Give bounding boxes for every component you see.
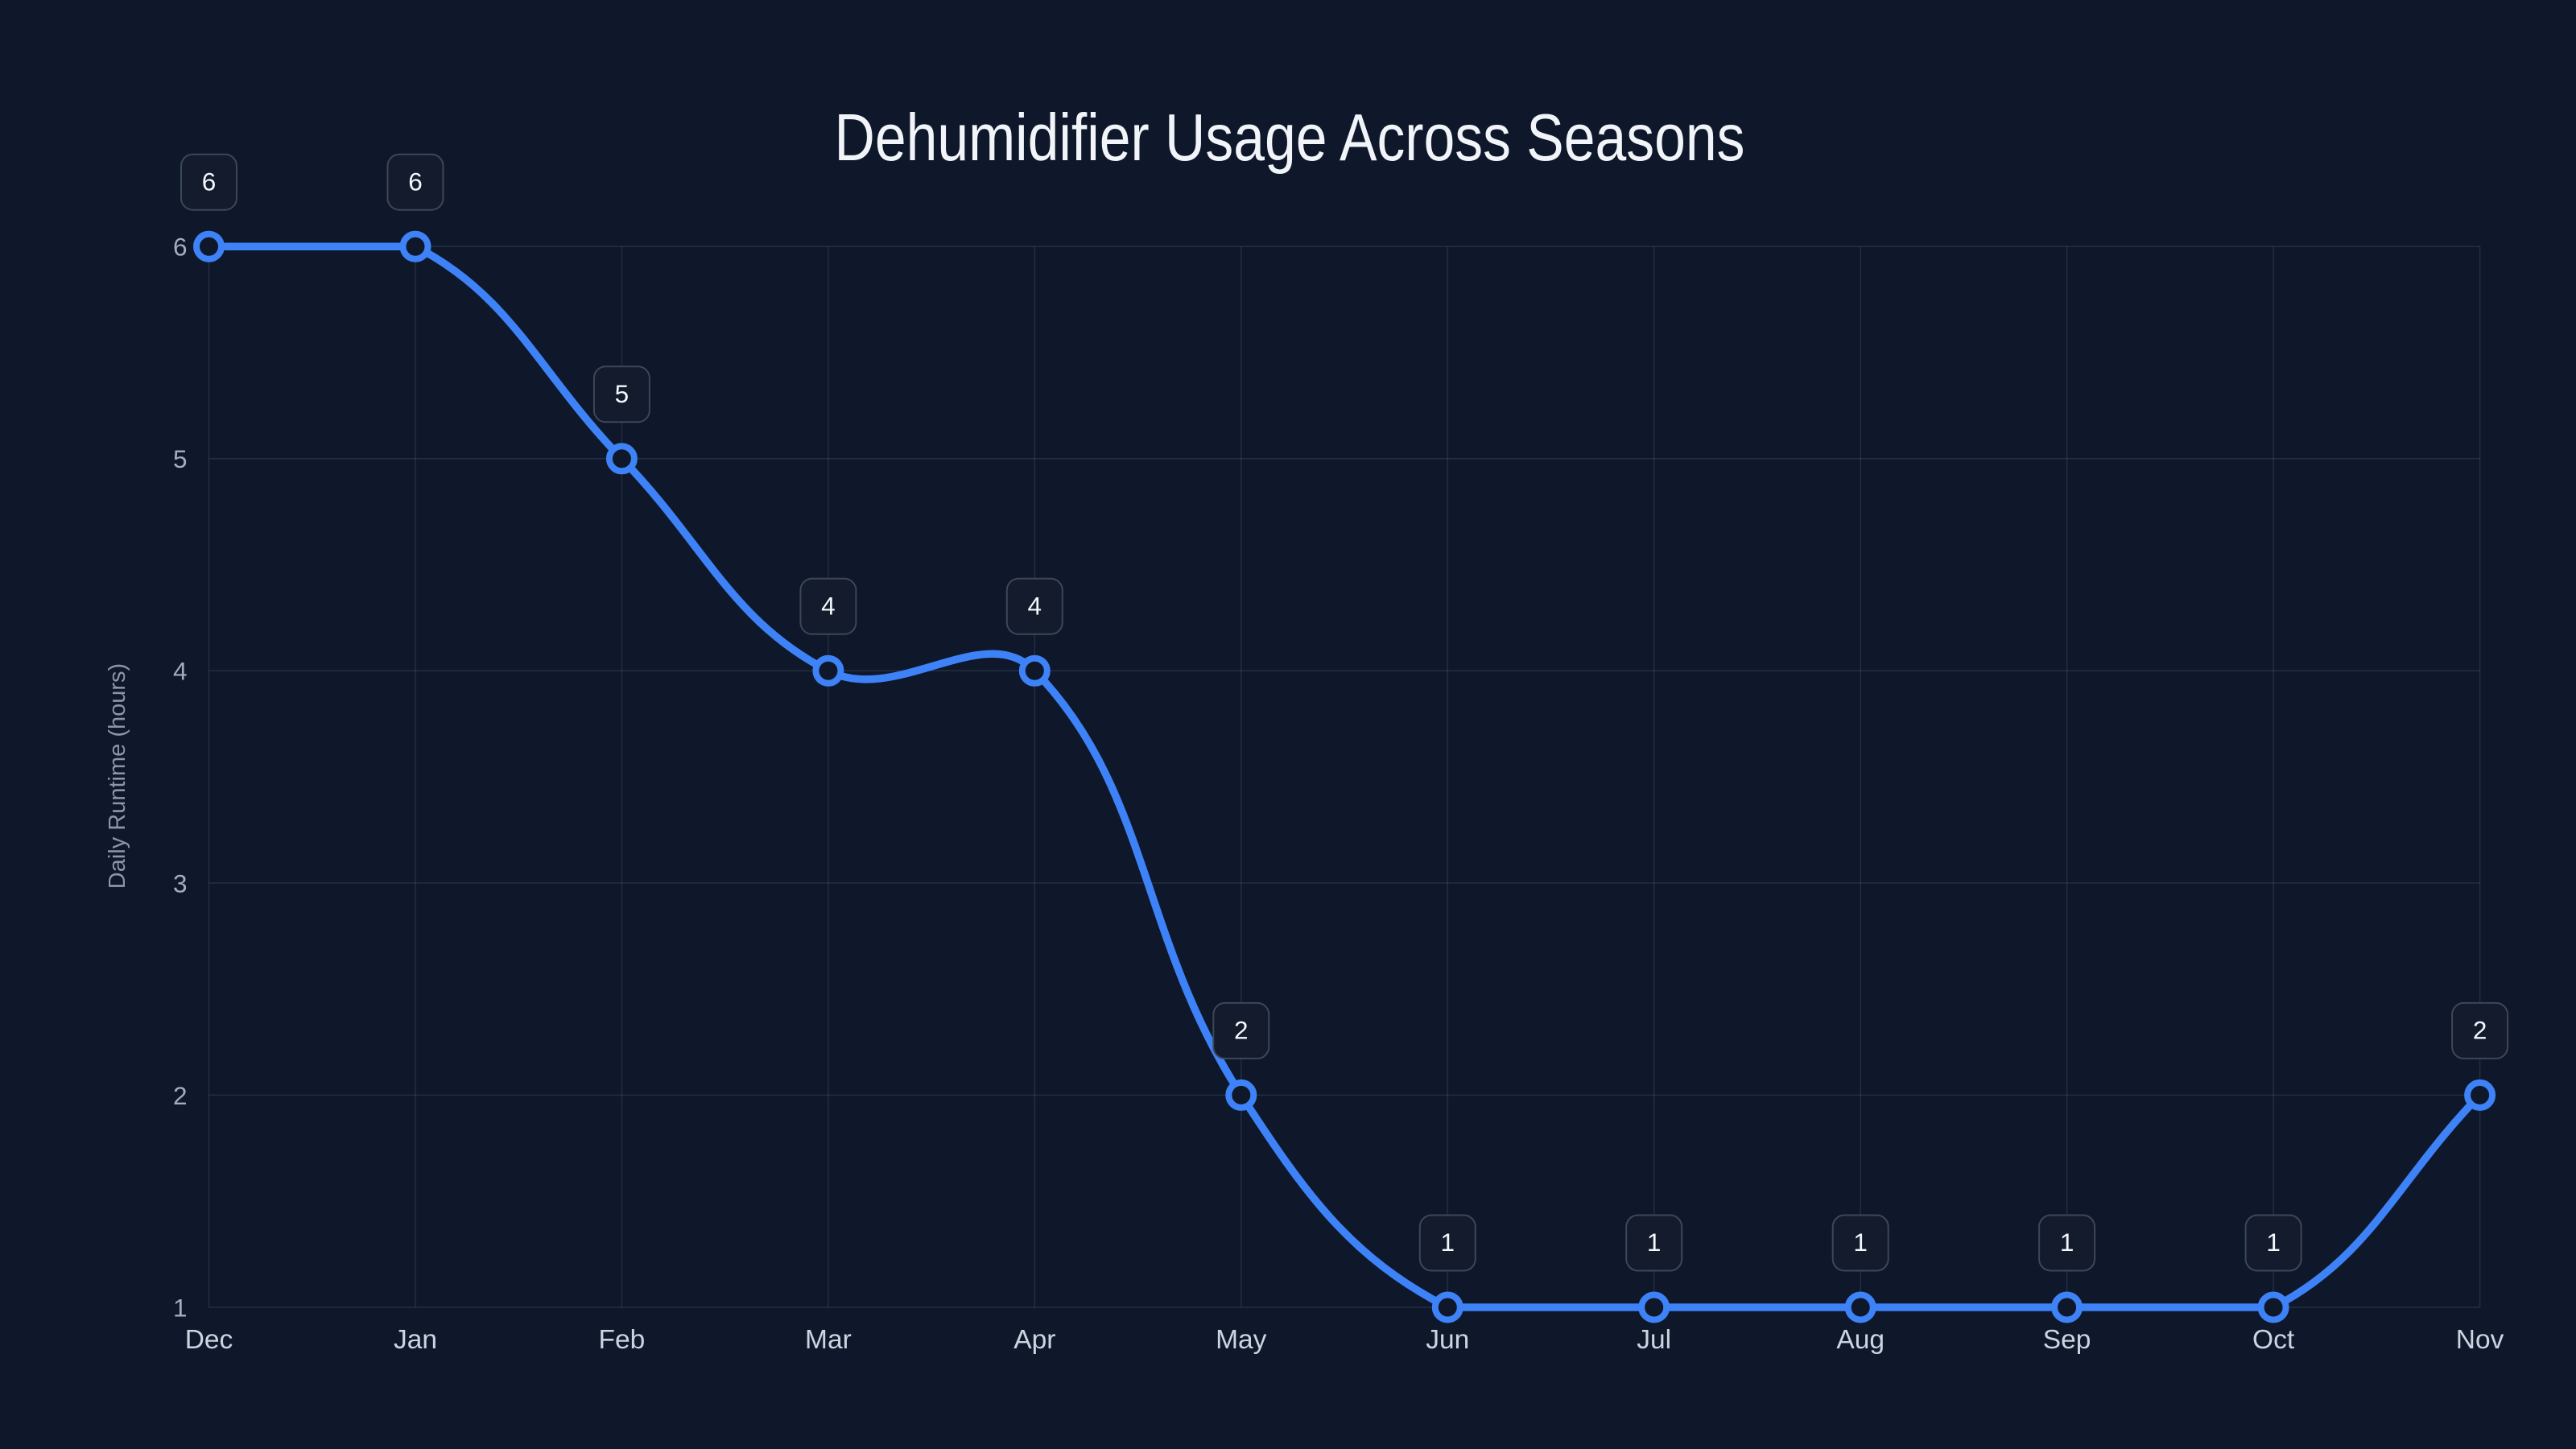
svg-text:Jan: Jan [394,1325,437,1355]
svg-text:Oct: Oct [2252,1325,2295,1355]
svg-text:1: 1 [2060,1228,2074,1257]
svg-text:Feb: Feb [599,1325,646,1355]
svg-text:Apr: Apr [1013,1325,1055,1355]
svg-text:1: 1 [1647,1228,1662,1257]
svg-text:4: 4 [821,591,836,620]
svg-text:Jun: Jun [1426,1325,1469,1355]
svg-text:4: 4 [1028,591,1042,620]
svg-text:1: 1 [1853,1228,1868,1257]
svg-text:3: 3 [173,869,188,898]
svg-text:Dec: Dec [185,1325,233,1355]
svg-text:5: 5 [615,379,630,408]
svg-text:1: 1 [173,1293,188,1322]
svg-text:2: 2 [2473,1016,2487,1045]
svg-text:May: May [1216,1325,1267,1355]
svg-text:2: 2 [173,1081,188,1110]
svg-text:Dehumidifier Usage Across Seas: Dehumidifier Usage Across Seasons [835,100,1745,175]
svg-text:1: 1 [1441,1228,1455,1257]
svg-text:Jul: Jul [1637,1325,1671,1355]
svg-text:1: 1 [2266,1228,2281,1257]
svg-text:6: 6 [408,167,423,196]
svg-text:6: 6 [173,233,188,262]
svg-text:Nov: Nov [2456,1325,2504,1355]
svg-text:Aug: Aug [1836,1325,1885,1355]
svg-text:Sep: Sep [2043,1325,2091,1355]
svg-text:2: 2 [1234,1016,1249,1045]
svg-text:Daily Runtime (hours): Daily Runtime (hours) [105,663,130,889]
svg-text:4: 4 [173,657,188,686]
svg-text:6: 6 [202,167,217,196]
svg-text:Mar: Mar [805,1325,852,1355]
svg-text:5: 5 [173,444,188,473]
